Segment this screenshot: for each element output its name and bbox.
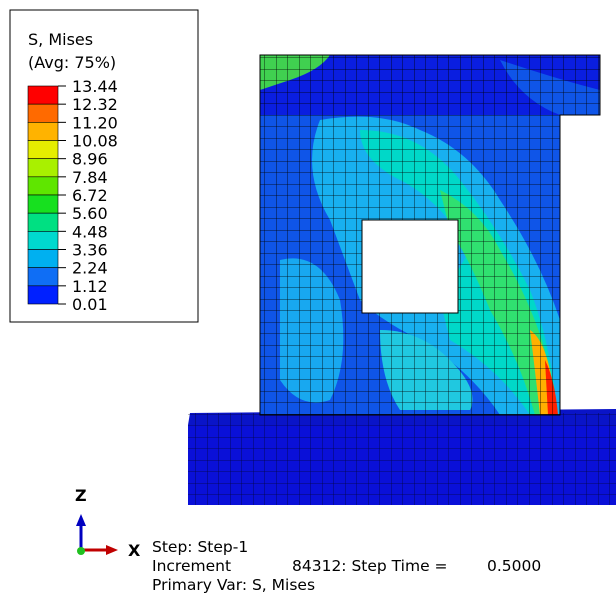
color-band <box>27 158 59 178</box>
axis-label-z: Z <box>75 486 87 505</box>
color-band <box>27 85 59 105</box>
legend-level: 0.01 <box>72 295 108 314</box>
legend-level: 8.96 <box>72 150 108 169</box>
status-increment: 84312: Step Time = <box>292 557 448 575</box>
wall-contour <box>260 55 600 415</box>
color-band <box>27 140 59 159</box>
color-band <box>27 249 59 268</box>
status-step: Step: Step-1 <box>152 538 248 556</box>
axis-triad: Z X <box>75 486 141 560</box>
legend-level: 5.60 <box>72 204 108 223</box>
legend-level: 1.12 <box>72 277 108 296</box>
axis-label-x: X <box>128 541 141 560</box>
base-block <box>188 409 616 505</box>
legend-level: 2.24 <box>72 259 108 278</box>
color-band <box>27 176 59 196</box>
color-band <box>27 267 59 287</box>
legend-level: 11.20 <box>72 113 118 132</box>
legend-level: 6.72 <box>72 186 108 205</box>
color-band <box>27 194 59 214</box>
color-band <box>27 285 59 305</box>
legend-subtitle: (Avg: 75%) <box>28 53 116 72</box>
legend-level: 3.36 <box>72 241 108 260</box>
legend-level: 7.84 <box>72 168 108 187</box>
wall-outline <box>259 54 601 416</box>
status-primary-var: Primary Var: S, Mises <box>152 576 315 594</box>
color-bar: 13.4412.3211.2010.088.967.846.725.604.48… <box>27 77 118 314</box>
status-step-time: 0.5000 <box>487 557 541 575</box>
legend-level: 10.08 <box>72 132 118 151</box>
legend-level: 13.44 <box>72 77 118 96</box>
color-band <box>27 122 59 141</box>
opening <box>361 219 459 314</box>
legend-level: 12.32 <box>72 95 118 114</box>
color-band <box>27 103 59 123</box>
color-band <box>27 231 59 250</box>
status-increment-label: Increment <box>152 557 231 575</box>
legend-title: S, Mises <box>28 30 93 49</box>
legend-level: 4.48 <box>72 222 108 241</box>
color-band <box>27 212 59 232</box>
